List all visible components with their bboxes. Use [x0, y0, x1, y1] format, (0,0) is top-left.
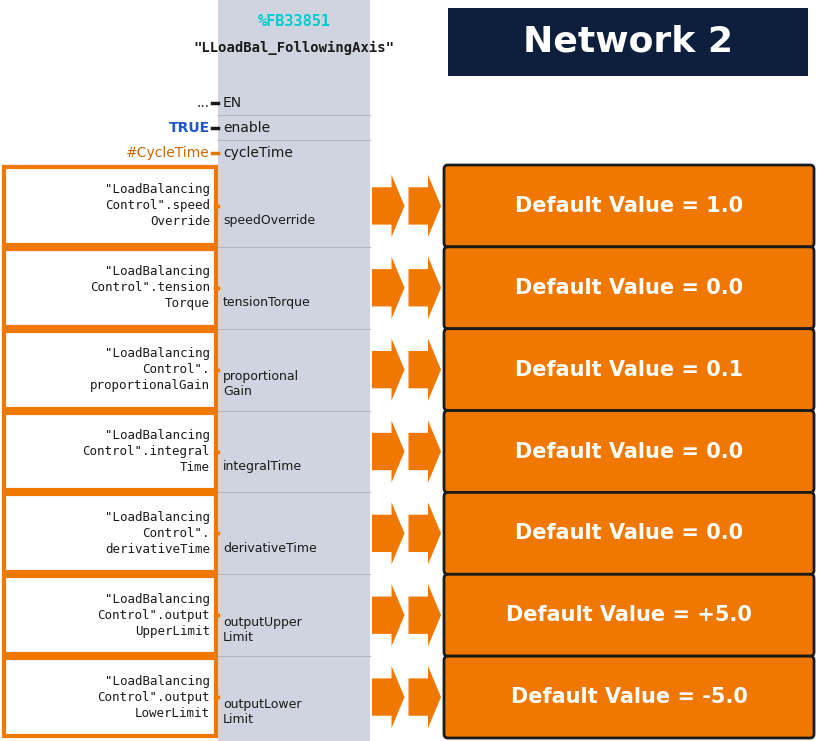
FancyBboxPatch shape — [4, 658, 216, 736]
Text: Default Value = 1.0: Default Value = 1.0 — [515, 196, 743, 216]
FancyBboxPatch shape — [4, 494, 216, 572]
Text: enable: enable — [223, 121, 270, 135]
Text: Default Value = 0.1: Default Value = 0.1 — [515, 359, 743, 379]
Polygon shape — [372, 666, 404, 728]
Text: outputLower
Limit: outputLower Limit — [223, 698, 302, 725]
Text: speedOverride: speedOverride — [223, 214, 315, 227]
FancyBboxPatch shape — [4, 330, 216, 408]
Text: "LoadBalancing
Control".output
UpperLimit: "LoadBalancing Control".output UpperLimi… — [97, 593, 210, 638]
Text: TRUE: TRUE — [169, 121, 210, 135]
Polygon shape — [408, 175, 441, 237]
Text: EN: EN — [223, 96, 242, 110]
Text: Default Value = +5.0: Default Value = +5.0 — [506, 605, 752, 625]
Polygon shape — [372, 502, 404, 565]
Text: "LoadBalancing
Control".
derivativeTime: "LoadBalancing Control". derivativeTime — [105, 511, 210, 556]
Text: Default Value = 0.0: Default Value = 0.0 — [515, 523, 743, 543]
Polygon shape — [408, 420, 441, 482]
Text: Default Value = 0.0: Default Value = 0.0 — [515, 442, 743, 462]
Bar — [448, 8, 808, 76]
Polygon shape — [408, 339, 441, 401]
Polygon shape — [372, 420, 404, 482]
FancyBboxPatch shape — [444, 574, 814, 656]
Polygon shape — [408, 584, 441, 646]
Text: Default Value = -5.0: Default Value = -5.0 — [510, 687, 748, 707]
FancyBboxPatch shape — [4, 576, 216, 654]
FancyBboxPatch shape — [444, 329, 814, 411]
FancyBboxPatch shape — [444, 656, 814, 738]
Polygon shape — [372, 175, 404, 237]
Text: Default Value = 0.0: Default Value = 0.0 — [515, 278, 743, 298]
Polygon shape — [372, 256, 404, 319]
Polygon shape — [408, 502, 441, 565]
Text: "LoadBalancing
Control".output
LowerLimit: "LoadBalancing Control".output LowerLimi… — [97, 674, 210, 720]
Polygon shape — [408, 256, 441, 319]
Polygon shape — [372, 584, 404, 646]
Text: "LoadBalancing
Control".integral
Time: "LoadBalancing Control".integral Time — [83, 429, 210, 474]
FancyBboxPatch shape — [444, 411, 814, 493]
Text: proportional
Gain: proportional Gain — [223, 370, 299, 399]
FancyBboxPatch shape — [444, 493, 814, 574]
FancyBboxPatch shape — [4, 249, 216, 327]
Text: outputUpper
Limit: outputUpper Limit — [223, 616, 302, 644]
FancyBboxPatch shape — [4, 413, 216, 491]
FancyBboxPatch shape — [444, 165, 814, 247]
Text: #CycleTime: #CycleTime — [126, 146, 210, 160]
Text: %FB33851: %FB33851 — [258, 15, 330, 30]
Text: Network 2: Network 2 — [523, 25, 733, 59]
Text: ...: ... — [197, 96, 210, 110]
Text: derivativeTime: derivativeTime — [223, 542, 317, 554]
Text: "LoadBalancing
Control".
proportionalGain: "LoadBalancing Control". proportionalGai… — [90, 347, 210, 392]
Text: tensionTorque: tensionTorque — [223, 296, 311, 309]
Text: "LLoadBal_FollowingAxis": "LLoadBal_FollowingAxis" — [194, 41, 394, 55]
Polygon shape — [408, 666, 441, 728]
Text: "LoadBalancing
Control".tension
Torque: "LoadBalancing Control".tension Torque — [90, 265, 210, 310]
Bar — [218, 0, 370, 741]
Text: integralTime: integralTime — [223, 459, 302, 473]
FancyBboxPatch shape — [444, 247, 814, 329]
Text: "LoadBalancing
Control".speed
Override: "LoadBalancing Control".speed Override — [105, 184, 210, 228]
FancyBboxPatch shape — [4, 167, 216, 245]
Text: cycleTime: cycleTime — [223, 146, 293, 160]
Polygon shape — [372, 339, 404, 401]
